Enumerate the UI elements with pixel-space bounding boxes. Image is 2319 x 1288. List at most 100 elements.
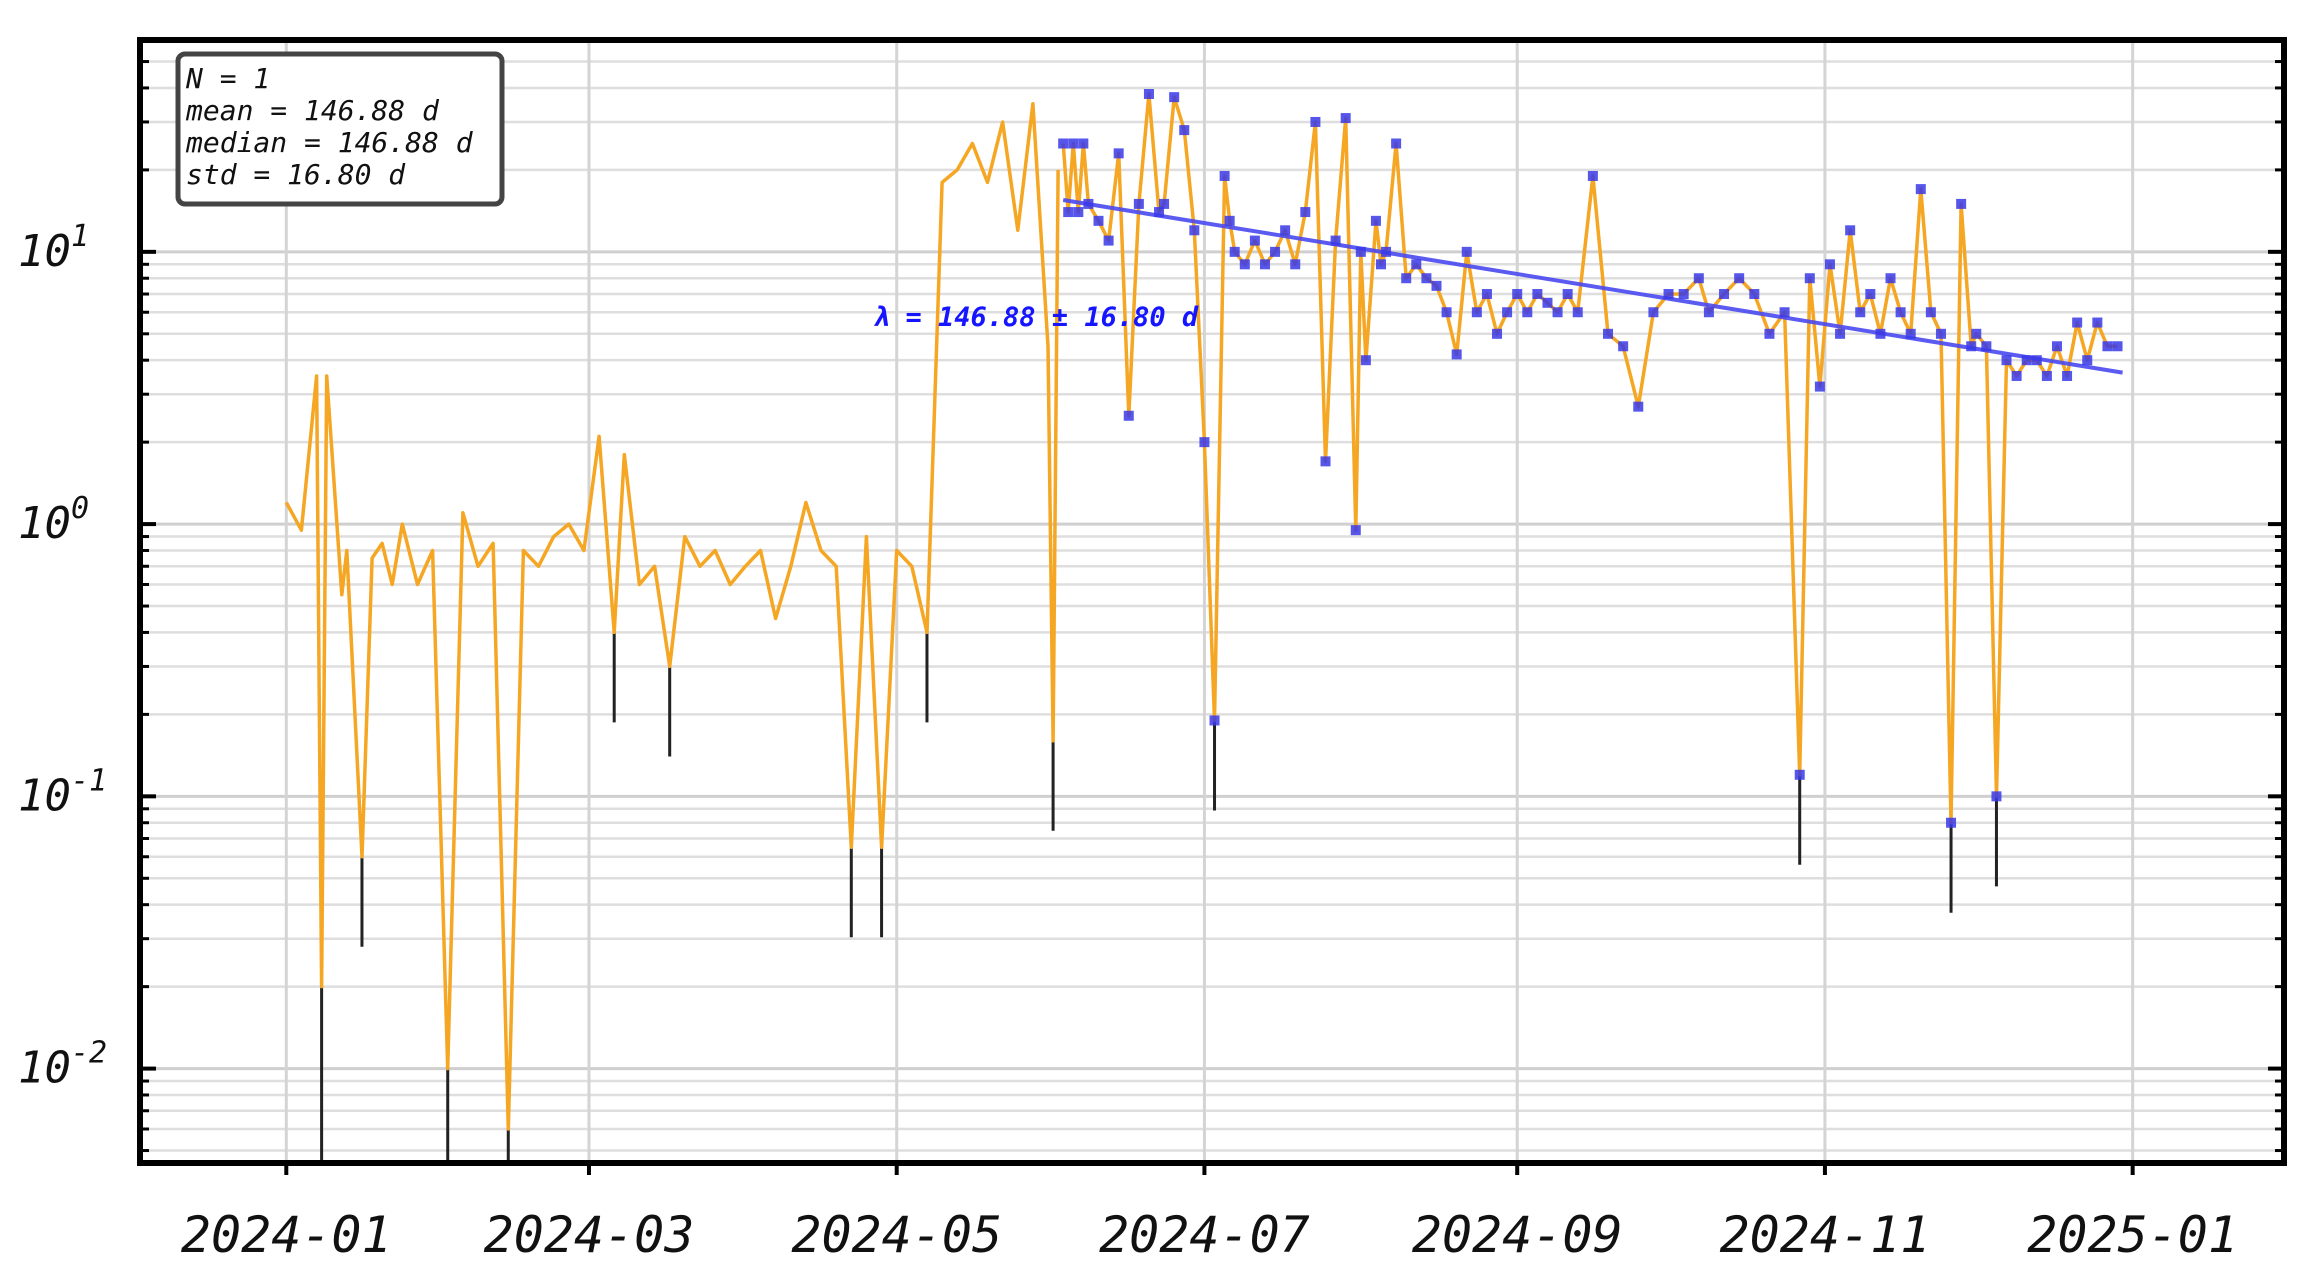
data-point: [1663, 289, 1674, 300]
data-point: [1905, 328, 1916, 339]
data-point: [1835, 328, 1846, 339]
data-point: [2102, 341, 2113, 352]
data-point: [1895, 307, 1906, 318]
data-point: [1320, 456, 1331, 467]
data-point: [1618, 341, 1629, 352]
data-point: [1209, 715, 1220, 726]
data-point: [1502, 307, 1513, 318]
markers: [1058, 89, 2123, 828]
data-point: [1159, 198, 1170, 209]
data-point: [1779, 307, 1790, 318]
data-point: [1451, 349, 1462, 360]
data-point: [2112, 341, 2123, 352]
data-point: [1411, 259, 1422, 270]
data-point: [2021, 355, 2032, 366]
data-point: [1991, 791, 2002, 802]
data-point: [1143, 89, 1154, 100]
fit-label: λ = 146.88 ± 16.80 d: [873, 302, 1199, 333]
data-point: [1925, 307, 1936, 318]
data-point: [2062, 370, 2073, 381]
data-point: [1073, 207, 1084, 218]
data-point: [1885, 273, 1896, 284]
ticks: [140, 38, 2284, 1175]
data-point: [1189, 225, 1200, 236]
data-point: [1693, 273, 1704, 284]
data-point: [1179, 125, 1190, 136]
y-tick-exponent: -2: [71, 1036, 107, 1071]
data-point: [1290, 259, 1301, 270]
data-point: [1824, 259, 1835, 270]
data-point: [1971, 328, 1982, 339]
data-point: [1633, 401, 1644, 412]
data-point: [1375, 259, 1386, 270]
data-point: [1093, 215, 1104, 226]
stats-box-frame: [175, 51, 505, 207]
data-point: [1249, 235, 1260, 246]
data-point: [1381, 246, 1392, 257]
stats-line-mean: mean = 146.88 d: [185, 94, 440, 127]
data-point: [1471, 307, 1482, 318]
y-tick-exponent: 0: [71, 491, 89, 526]
data-point: [1123, 410, 1134, 421]
data-point: [1749, 289, 1760, 300]
data-point: [1300, 207, 1311, 218]
data-point: [1587, 170, 1598, 181]
series-lines: [284, 92, 2118, 1131]
data-point: [1113, 148, 1124, 159]
data-point: [1063, 207, 1074, 218]
series-line: [284, 101, 1060, 1131]
data-point: [1239, 259, 1250, 270]
stats-line-median: median = 146.88 d: [185, 126, 474, 159]
data-point: [1764, 328, 1775, 339]
data-point: [1915, 184, 1926, 195]
data-point: [1794, 769, 1805, 780]
data-point: [1542, 297, 1553, 308]
data-point: [1169, 92, 1180, 103]
data-point: [2031, 355, 2042, 366]
data-point: [1946, 817, 1957, 828]
data-point: [1981, 341, 1992, 352]
stats-box: N = 1 mean = 146.88 d median = 146.88 d …: [175, 51, 505, 207]
data-point: [1310, 116, 1321, 127]
data-point: [1360, 355, 1371, 366]
data-point: [1966, 341, 1977, 352]
data-point: [1845, 225, 1856, 236]
data-point: [1956, 198, 1967, 209]
data-point: [2001, 355, 2012, 366]
data-point: [1572, 307, 1583, 318]
data-point: [1678, 289, 1689, 300]
data-point: [1058, 138, 1069, 149]
data-point: [1492, 328, 1503, 339]
x-tick-label: 2025-01: [2027, 1206, 2238, 1264]
whiskers: [320, 632, 1998, 1163]
data-point: [1401, 273, 1412, 284]
data-point: [1522, 307, 1533, 318]
x-tick-label: 2024-07: [1099, 1206, 1310, 1264]
data-point: [1133, 198, 1144, 209]
data-point: [1355, 246, 1366, 257]
y-tick-label: 101: [18, 219, 89, 277]
data-point: [1259, 259, 1270, 270]
data-point: [2041, 370, 2052, 381]
data-point: [1512, 289, 1523, 300]
data-point: [1804, 273, 1815, 284]
data-point: [1481, 289, 1492, 300]
data-point: [1421, 273, 1432, 284]
data-point: [1441, 307, 1452, 318]
data-point: [1562, 289, 1573, 300]
y-tick-label: 10-2: [18, 1036, 107, 1094]
data-point: [1875, 328, 1886, 339]
data-point: [1855, 307, 1866, 318]
data-point: [1083, 198, 1094, 209]
data-point: [1340, 113, 1351, 124]
x-tick-label: 2024-01: [181, 1206, 392, 1264]
x-tick-label: 2024-11: [1720, 1206, 1931, 1264]
data-point: [1330, 235, 1341, 246]
x-tick-label: 2024-03: [484, 1206, 695, 1264]
data-point: [1154, 207, 1165, 218]
data-point: [1199, 437, 1210, 448]
data-point: [1865, 289, 1876, 300]
data-point: [1703, 307, 1714, 318]
fit-line: [1062, 198, 2123, 375]
